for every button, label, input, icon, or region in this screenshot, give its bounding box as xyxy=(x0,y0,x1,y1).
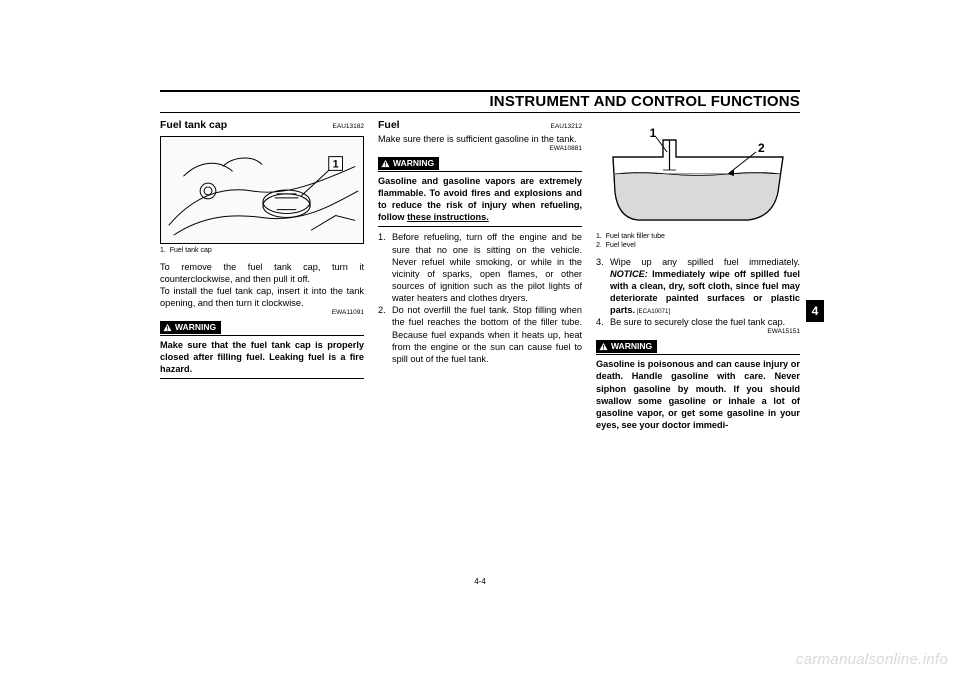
warning-body-main: Gasoline and gasoline vapors are extreme… xyxy=(378,176,582,222)
list-item: 1. Before refueling, turn off the engine… xyxy=(378,231,582,304)
warning-triangle-icon: ! xyxy=(163,323,172,332)
list-item: 2. Do not overfill the fuel tank. Stop f… xyxy=(378,304,582,365)
paragraph: To install the fuel tank cap, insert it … xyxy=(160,285,364,309)
rule xyxy=(596,354,800,355)
warning-label: ! WARNING xyxy=(378,157,439,170)
rule xyxy=(160,335,364,336)
paragraph: To remove the fuel tank cap, turn it cou… xyxy=(160,261,364,285)
figure-caption: 1. Fuel tank cap xyxy=(160,247,364,256)
text-span: Wipe up any spilled fuel immediately. xyxy=(610,257,800,267)
svg-text:!: ! xyxy=(384,161,386,168)
list-text: Be sure to securely close the fuel tank … xyxy=(610,316,800,328)
warning-text-label: WARNING xyxy=(611,341,652,352)
figure-callout-1: 1 xyxy=(650,126,657,140)
ref-code: EAU13182 xyxy=(333,123,364,132)
page-header-title: INSTRUMENT AND CONTROL FUNCTIONS xyxy=(160,92,800,112)
content-columns: Fuel tank cap EAU13182 xyxy=(160,119,800,431)
list-item: 3. Wipe up any spilled fuel immediately.… xyxy=(596,256,800,317)
header-rule-bottom xyxy=(160,112,800,113)
svg-text:!: ! xyxy=(602,345,604,352)
notice-label: NOTICE: xyxy=(610,269,648,279)
figure-callout-2: 2 xyxy=(758,141,765,155)
inline-ref-code: [ECA10071] xyxy=(635,308,670,315)
section-title-fuel-tank-cap: Fuel tank cap xyxy=(160,119,227,133)
list-number: 2. xyxy=(378,304,392,365)
list-number: 3. xyxy=(596,256,610,317)
warning-body: Gasoline and gasoline vapors are extreme… xyxy=(378,175,582,224)
list-text: Wipe up any spilled fuel immediately. NO… xyxy=(610,256,800,317)
warning-text-label: WARNING xyxy=(175,322,216,333)
ref-code: EWA11091 xyxy=(160,309,364,318)
column-2: Fuel EAU13212 Make sure there is suffici… xyxy=(378,119,582,431)
warning-label: ! WARNING xyxy=(160,321,221,334)
paragraph: Make sure there is sufficient gasoline i… xyxy=(378,133,582,145)
ref-code: EWA15151 xyxy=(596,328,800,337)
list-number: 4. xyxy=(596,316,610,328)
figure-caption-line: 1. Fuel tank filler tube xyxy=(596,233,800,242)
warning-triangle-icon: ! xyxy=(599,342,608,351)
instruction-list: 1. Before refueling, turn off the engine… xyxy=(378,231,582,365)
figure-caption: 1. Fuel tank filler tube 2. Fuel level xyxy=(596,233,800,251)
warning-body: Gasoline is poisonous and can cause inju… xyxy=(596,358,800,431)
watermark: carmanualsonline.info xyxy=(796,651,948,668)
list-number: 1. xyxy=(378,231,392,304)
chapter-tab: 4 xyxy=(806,300,824,322)
ref-code: EAU13212 xyxy=(551,123,582,132)
figure-caption-line: 2. Fuel level xyxy=(596,242,800,251)
list-text: Before refueling, turn off the engine an… xyxy=(392,231,582,304)
column-1: Fuel tank cap EAU13182 xyxy=(160,119,364,431)
figure-fuel-tank-cap: 1 xyxy=(160,136,364,244)
warning-label: ! WARNING xyxy=(596,340,657,353)
list-item: 4. Be sure to securely close the fuel ta… xyxy=(596,316,800,328)
rule xyxy=(160,378,364,379)
instruction-list: 3. Wipe up any spilled fuel immediately.… xyxy=(596,256,800,329)
warning-triangle-icon: ! xyxy=(381,159,390,168)
figure-callout-1: 1 xyxy=(333,158,339,170)
section-title-fuel: Fuel xyxy=(378,119,400,133)
ref-code: EWA10881 xyxy=(378,145,582,154)
list-text: Do not overfill the fuel tank. Stop fill… xyxy=(392,304,582,365)
warning-text-label: WARNING xyxy=(393,158,434,169)
page-number: 4-4 xyxy=(474,577,486,586)
warning-body: Make sure that the fuel tank cap is prop… xyxy=(160,339,364,375)
rule xyxy=(378,171,582,172)
manual-page: INSTRUMENT AND CONTROL FUNCTIONS Fuel ta… xyxy=(160,90,800,588)
figure-fuel-level: 1 2 xyxy=(596,122,800,230)
column-3: 1 2 1. Fuel tank filler tube 2. Fuel lev… xyxy=(596,119,800,431)
svg-text:!: ! xyxy=(166,325,168,332)
